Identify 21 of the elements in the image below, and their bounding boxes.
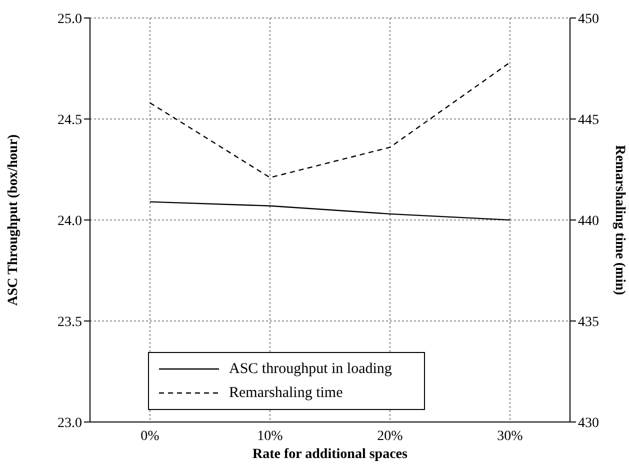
y2-tick-label: 435: [578, 314, 599, 330]
y2-axis-title: Remarshaling time (min): [612, 144, 628, 296]
x-tick-label: 20%: [377, 428, 404, 444]
y-tick-label: 24.5: [58, 112, 82, 128]
y-axis-title: ASC Throughput (box/hour): [6, 134, 21, 306]
y2-tick-label: 430: [578, 416, 599, 431]
line-series: [149, 201, 511, 221]
y-tick-label: 25.0: [58, 12, 82, 27]
x-tick-label: 30%: [497, 428, 524, 444]
y-tick-label: 24.0: [58, 214, 82, 229]
y-tick-label: 23.5: [58, 314, 82, 330]
x-axis-title: Rate for additional spaces: [252, 447, 408, 462]
legend-label: ASC throughput in loading: [229, 360, 392, 379]
y2-tick-label: 440: [578, 214, 599, 229]
line-series: [149, 62, 511, 178]
legend-label: Remarshaling time: [229, 384, 343, 403]
x-tick-label: 10%: [257, 428, 284, 444]
y2-tick-label: 450: [578, 12, 599, 27]
y-tick-label: 23.0: [58, 416, 82, 431]
x-tick-label: 0%: [140, 428, 160, 444]
y2-tick-label: 445: [578, 112, 599, 128]
